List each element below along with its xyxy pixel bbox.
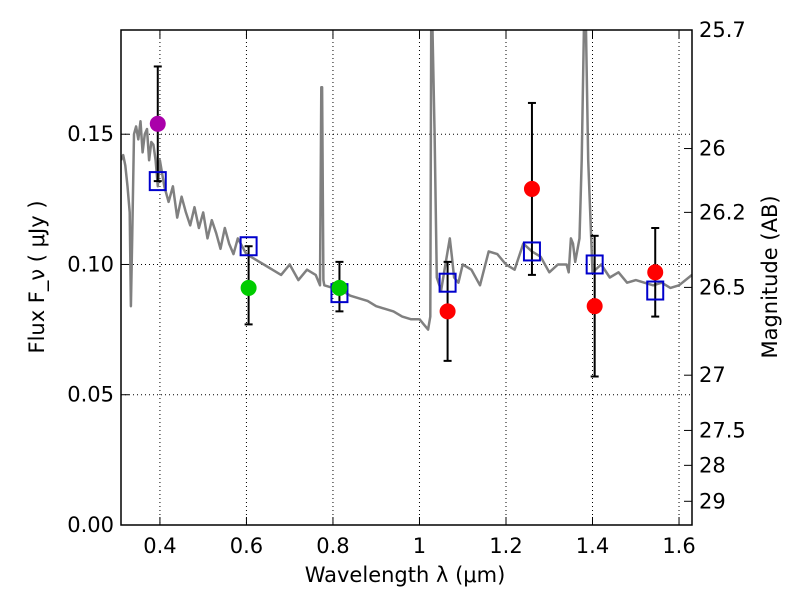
markers bbox=[148, 115, 665, 320]
magnitude-tick-label: 27 bbox=[699, 363, 726, 387]
x-tick-label: 1 bbox=[413, 534, 426, 558]
model-photometry-square bbox=[438, 272, 457, 293]
model-photometry-square bbox=[646, 280, 665, 301]
observed-point bbox=[586, 298, 603, 315]
plot-frame bbox=[120, 29, 693, 526]
magnitude-tick-label: 26.5 bbox=[699, 275, 746, 299]
x-axis-label: Wavelength λ (μm) bbox=[305, 563, 506, 587]
observed-point bbox=[149, 115, 166, 132]
ticks: 0.4 0.6 0.8 1 1.2 1.4 1.6 0.00 0.05 0.10 0.15 25.7 2… bbox=[67, 18, 746, 558]
magnitude-tick-label: 26.2 bbox=[699, 200, 746, 224]
model-photometry-square bbox=[585, 254, 604, 275]
magnitude-tick-label: 27.5 bbox=[699, 418, 746, 442]
model-photometry-square bbox=[522, 241, 541, 262]
x-tick-label: 0.8 bbox=[316, 534, 349, 558]
model-photometry-square bbox=[239, 236, 258, 257]
y-tick-label: 0.10 bbox=[67, 252, 114, 276]
x-tick-label: 1.4 bbox=[576, 534, 609, 558]
x-tick-label: 1.6 bbox=[662, 534, 695, 558]
right-axis-label: Magnitude (AB) bbox=[758, 195, 782, 358]
observed-point bbox=[439, 303, 456, 320]
model-photometry-square bbox=[148, 171, 167, 192]
grid bbox=[121, 30, 692, 526]
y-axis-label: Flux F_ν ( μJy ) bbox=[25, 200, 50, 353]
magnitude-tick-label: 29 bbox=[699, 489, 726, 513]
observed-point bbox=[240, 279, 257, 296]
x-tick-label: 0.6 bbox=[230, 534, 263, 558]
magnitude-tick-label: 26 bbox=[699, 137, 726, 161]
axes bbox=[120, 29, 693, 526]
observed-point bbox=[331, 279, 348, 296]
spectrum-line bbox=[121, 30, 692, 331]
x-tick-label: 0.4 bbox=[143, 534, 176, 558]
spectrum-layer bbox=[121, 30, 692, 331]
x-tick-label: 1.2 bbox=[489, 534, 522, 558]
magnitude-tick-label: 25.7 bbox=[699, 18, 746, 42]
observed-point bbox=[523, 180, 540, 197]
observed-point bbox=[647, 264, 664, 281]
y-tick-label: 0.00 bbox=[67, 513, 114, 537]
y-tick-label: 0.05 bbox=[67, 383, 114, 407]
magnitude-tick-label: 28 bbox=[699, 453, 726, 477]
y-tick-label: 0.15 bbox=[67, 122, 114, 146]
